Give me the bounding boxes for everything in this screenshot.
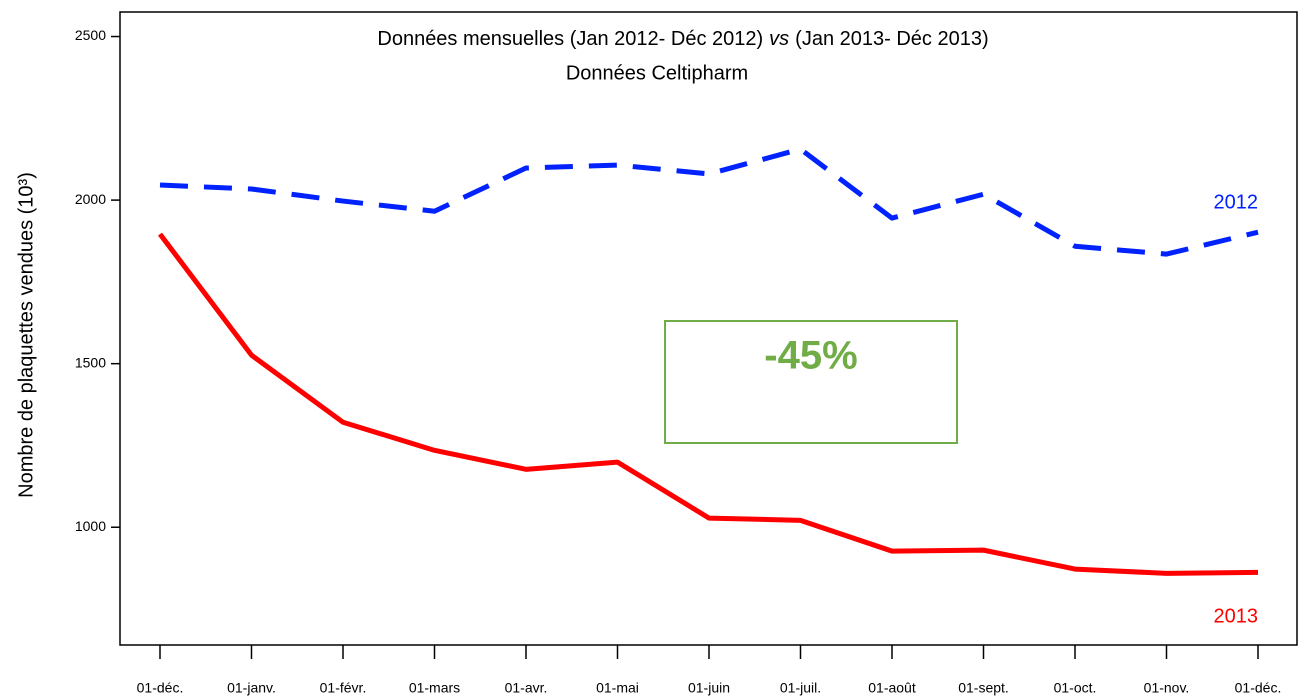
title-part: (Jan 2013- Déc 2013) <box>795 28 988 50</box>
y-tick-label: 2000 <box>75 191 106 207</box>
x-tick-label: 01-oct. <box>1054 680 1097 696</box>
y-tick-label: 1000 <box>75 518 106 534</box>
series-label: 2013 <box>1214 606 1259 628</box>
x-tick-label: 01-avr. <box>505 680 548 696</box>
x-tick-label: 01-mai <box>596 680 639 696</box>
series-label: 2012 <box>1214 191 1259 213</box>
x-tick-label: 01-juin <box>688 680 730 696</box>
y-tick-label: 2500 <box>75 27 106 43</box>
y-axis-label: Nombre de plaquettes vendues (10³) <box>15 172 37 498</box>
y-tick-label: 1500 <box>75 354 106 370</box>
x-tick-label: 01-nov. <box>1144 680 1190 696</box>
x-tick-label: 01-déc. <box>1235 680 1282 696</box>
series-line <box>158 232 1259 576</box>
title-part: Données mensuelles (Jan 2012- Déc 2012) <box>377 28 763 50</box>
chart-title: Données mensuelles (Jan 2012- Déc 2012) v… <box>377 28 988 50</box>
chart-subtitle: Données Celtipharm <box>566 62 748 84</box>
plot-frame <box>119 11 1298 646</box>
x-tick-label: 01-sept. <box>958 680 1009 696</box>
x-tick-label: 01-mars <box>409 680 460 696</box>
x-tick-label: 01-févr. <box>320 680 367 696</box>
series-line <box>159 146 1259 257</box>
annotation-box <box>664 320 958 444</box>
annotation: -45% <box>764 334 857 378</box>
x-tick-label: 01-déc. <box>137 680 184 696</box>
title-part: vs <box>769 28 789 50</box>
x-tick-label: 01-juil. <box>780 680 821 696</box>
x-tick-label: 01-janv. <box>227 680 276 696</box>
x-tick-label: 01-août <box>868 680 916 696</box>
